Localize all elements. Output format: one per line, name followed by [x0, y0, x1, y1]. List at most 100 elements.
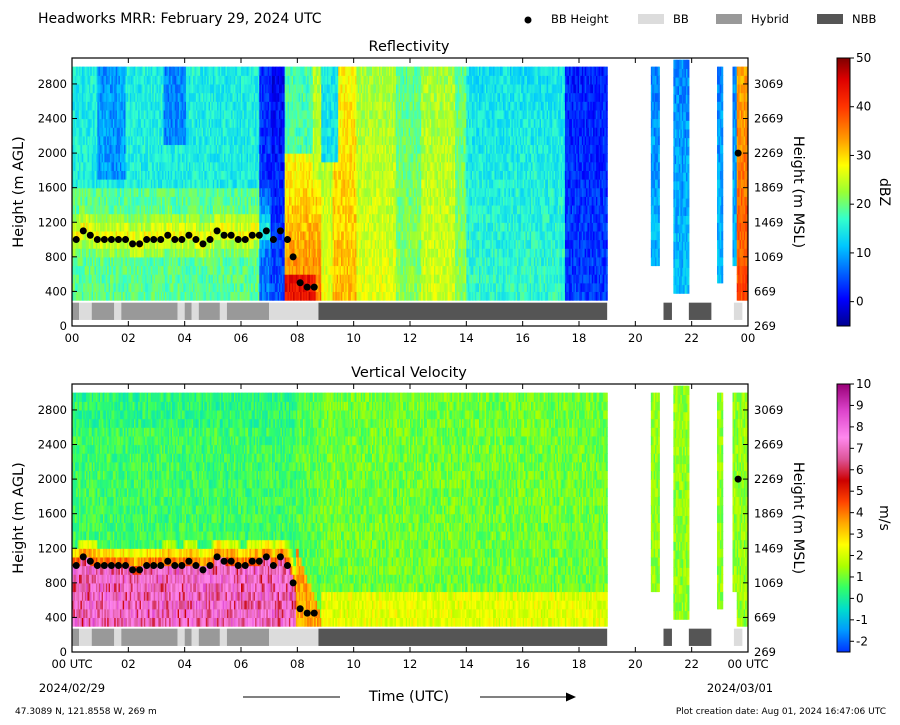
bb-type-segment: [121, 302, 178, 320]
reflectivity-colorbar: [836, 57, 851, 327]
bb-type-segment: [184, 628, 192, 646]
x-tick-label: 22: [684, 657, 699, 671]
bb-height-point: [150, 236, 158, 244]
bb-type-segment: [733, 628, 743, 646]
bb-type-segment: [177, 302, 185, 320]
x-tick-label: 06: [234, 331, 249, 345]
bb-height-point: [199, 240, 207, 248]
y-tick-label-left: 1200: [38, 541, 67, 555]
y-tick-label-left: 2800: [38, 77, 67, 91]
bb-height-point: [72, 562, 80, 570]
colorbar-tick-label: 50: [856, 51, 871, 65]
reflectivity-colorbar-label: dBZ: [876, 178, 892, 206]
y-tick-label-right: 1469: [754, 541, 783, 555]
reflectivity-y-axis-left: 0 400 800 1200 1600 2000 2400 2800: [38, 77, 77, 333]
x-tick-label: 14: [459, 331, 474, 345]
y-tick-label-right: 3069: [754, 77, 783, 91]
bb-height-point: [310, 283, 318, 291]
bb-type-segment: [663, 628, 672, 646]
legend-nbb-label: NBB: [852, 12, 876, 26]
bb-type-segment: [198, 302, 220, 320]
x-tick-label: 16: [515, 331, 530, 345]
bb-type-segment: [79, 628, 92, 646]
x-tick-label: 12: [403, 331, 418, 345]
bb-height-point: [241, 562, 249, 570]
bb-height-point: [100, 236, 108, 244]
x-tick-label: 08: [290, 657, 305, 671]
start-date: 2024/02/29: [39, 681, 105, 695]
velocity-bb-type-bar: [72, 628, 743, 646]
colorbar-tick-label: 5: [856, 484, 864, 498]
bb-height-point: [185, 557, 193, 565]
bb-type-segment: [226, 628, 270, 646]
bb-height-point: [234, 236, 242, 244]
bb-height-point: [255, 231, 263, 239]
creation-date-text: Plot creation date: Aug 01, 2024 16:47:0…: [676, 707, 886, 717]
bb-type-segment: [72, 302, 80, 320]
x-tick-label: 18: [572, 657, 587, 671]
bb-height-point: [734, 475, 742, 483]
bb-height-point: [178, 236, 186, 244]
x-tick-label: 00 UTC: [727, 657, 768, 671]
bb-height-point: [150, 562, 158, 570]
reflectivity-ylabel-right: Height (m MSL): [790, 136, 806, 248]
x-tick-label: 08: [290, 331, 305, 345]
legend-bb-height-marker: [524, 16, 532, 24]
velocity-panel: Vertical Velocity 0400800120016002000240…: [11, 365, 892, 671]
y-tick-label-right: 669: [754, 284, 776, 298]
bb-height-point: [206, 562, 214, 570]
y-tick-label-right: 1869: [754, 181, 783, 195]
y-tick-label-left: 1200: [38, 215, 67, 229]
y-tick-label-left: 2000: [38, 472, 67, 486]
bb-type-segment: [114, 628, 122, 646]
bb-height-point: [86, 557, 94, 565]
colorbar-tick-label: 6: [856, 463, 864, 477]
bb-height-point: [192, 236, 200, 244]
bb-height-point: [213, 553, 221, 561]
y-tick-label-left: 2400: [38, 438, 67, 452]
bb-height-point: [289, 253, 297, 261]
colorbar-tick-label: 0: [856, 591, 864, 605]
colorbar-tick-label: 10: [856, 377, 871, 391]
reflectivity-panel: Reflectivity 040080012001600200024002800…: [11, 39, 892, 345]
x-tick-label: 12: [403, 657, 418, 671]
colorbar-tick-label: 20: [856, 197, 871, 211]
reflectivity-y-axis-right: 269 669 1069 1469 1869 2269 2669 3069: [743, 77, 783, 333]
velocity-heatmap: [72, 385, 748, 627]
location-text: 47.3089 N, 121.8558 W, 269 m: [15, 707, 157, 717]
bb-height-point: [289, 579, 297, 587]
legend-hybrid-swatch: [716, 14, 742, 24]
bb-height-point: [157, 236, 165, 244]
bb-height-point: [220, 231, 228, 239]
x-tick-label: 10: [346, 331, 361, 345]
bb-height-point: [143, 236, 151, 244]
bb-height-point: [79, 227, 87, 235]
x-tick-label: 00: [741, 331, 756, 345]
reflectivity-heatmap: [72, 59, 748, 301]
y-tick-label-left: 2400: [38, 112, 67, 126]
bb-height-point: [296, 605, 304, 613]
bb-type-segment: [114, 302, 122, 320]
bb-type-segment: [318, 302, 608, 320]
bb-height-point: [234, 562, 242, 570]
bb-type-segment: [269, 302, 319, 320]
bb-height-point: [86, 231, 94, 239]
bb-type-segment: [91, 628, 115, 646]
bb-height-point: [122, 236, 130, 244]
legend-bb-label: BB: [673, 12, 689, 26]
reflectivity-colorbar-ticks: 0 10 20 30 40 50: [850, 51, 871, 309]
velocity-y-axis-right: 269 669 1069 1469 1869 2269 2669 3069: [743, 403, 783, 659]
x-tick-label: 20: [628, 657, 643, 671]
bb-height-point: [269, 562, 277, 570]
x-tick-label: 14: [459, 657, 474, 671]
end-date: 2024/03/01: [707, 681, 773, 695]
colorbar-tick-label: 9: [856, 398, 864, 412]
bb-height-point: [227, 557, 235, 565]
velocity-colorbar-label: m/s: [876, 505, 892, 531]
bb-type-segment: [219, 302, 227, 320]
bb-height-point: [303, 283, 311, 291]
colorbar-tick-label: -2: [856, 634, 868, 648]
reflectivity-bb-height-series: [72, 149, 742, 291]
bb-height-point: [93, 236, 101, 244]
